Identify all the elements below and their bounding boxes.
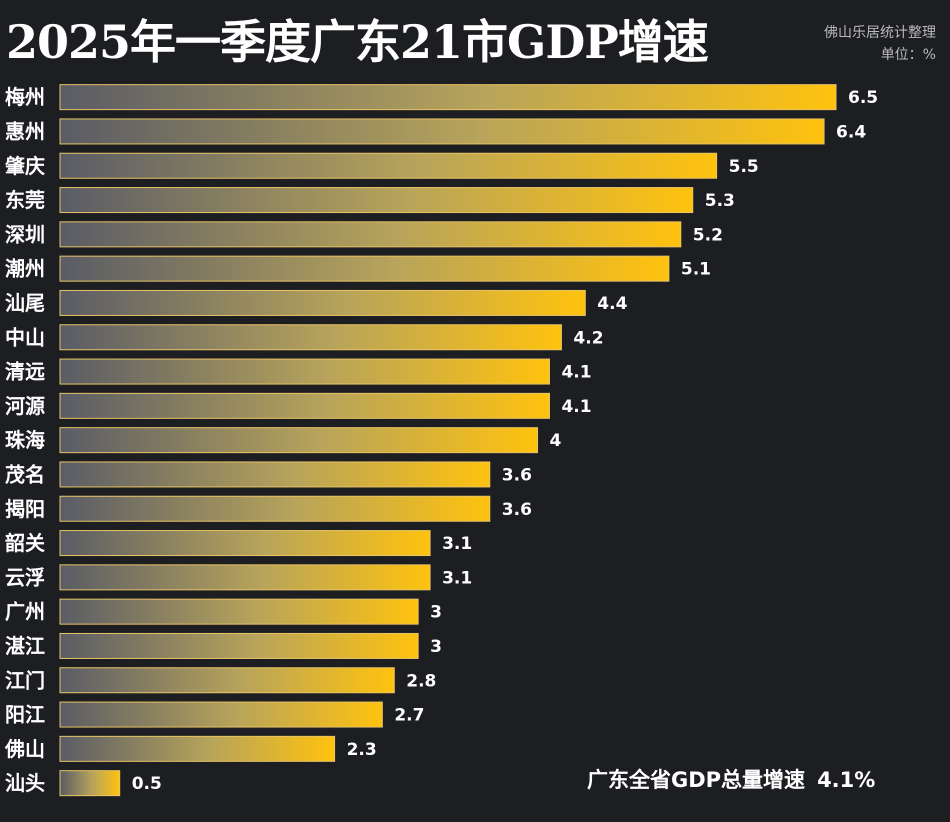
summary-value: 4.1% [817,768,876,792]
value-label: 4 [550,431,562,451]
bar [59,701,383,728]
category-label: 阳江 [5,703,45,727]
category-label: 梅州 [5,85,45,109]
unit-note: 单位：% [880,47,936,63]
value-label: 3.1 [442,568,472,588]
value-label: 3.1 [442,534,472,554]
value-label: 2.7 [394,706,424,726]
chart-title: 2025年一季度广东21市GDP增速 [6,15,709,69]
category-label: 清远 [5,360,45,384]
category-label: 中山 [5,325,45,349]
bar [59,324,562,351]
bar [59,530,431,557]
bar [59,495,491,522]
bar [59,667,395,694]
bar [59,358,550,385]
value-label: 3.6 [502,465,532,485]
value-label: 6.4 [836,122,866,142]
category-label: 韶关 [5,531,45,555]
category-label: 广州 [5,600,45,624]
bar [59,187,694,214]
value-label: 5.5 [729,157,759,177]
source-note: 佛山乐居统计整理 [824,25,936,41]
value-label: 3 [430,603,442,623]
category-label: 深圳 [5,222,45,246]
bar [59,289,586,316]
bar [59,255,670,282]
bar [59,221,682,248]
category-label: 云浮 [5,565,45,589]
category-label: 揭阳 [5,497,45,521]
category-label: 肇庆 [5,154,45,178]
value-label: 6.5 [848,88,878,108]
category-label: 湛江 [5,634,45,658]
bar [59,564,431,591]
value-label: 0.5 [132,774,162,794]
category-label: 江门 [5,668,45,692]
category-label: 茂名 [5,462,45,486]
value-label: 4.4 [597,294,627,314]
category-label: 珠海 [5,428,45,452]
value-label: 5.3 [705,191,735,211]
bar [59,427,539,454]
value-label: 4.1 [561,363,591,383]
value-label: 4.1 [561,397,591,417]
bar [59,770,121,797]
value-label: 3.6 [502,500,532,520]
summary-label: 广东全省GDP总量增速 [587,768,806,792]
category-label: 汕尾 [5,291,45,315]
bar [59,118,825,145]
category-label: 潮州 [5,257,45,281]
category-label: 汕头 [5,771,45,795]
category-label: 惠州 [5,119,45,143]
value-label: 5.1 [681,260,711,280]
bar [59,152,718,179]
value-label: 5.2 [693,225,723,245]
value-label: 3 [430,637,442,657]
bar [59,735,336,762]
bar [59,461,491,488]
bar [59,84,837,111]
category-label: 佛山 [4,737,45,761]
bar [59,392,550,419]
value-label: 2.8 [406,671,436,691]
value-label: 2.3 [347,740,377,760]
category-label: 河源 [5,394,45,418]
province-summary: 广东全省GDP总量增速 4.1% [587,764,875,794]
value-label: 4.2 [573,328,603,348]
category-label: 东莞 [5,188,45,212]
bar [59,632,419,659]
bar [59,598,419,625]
